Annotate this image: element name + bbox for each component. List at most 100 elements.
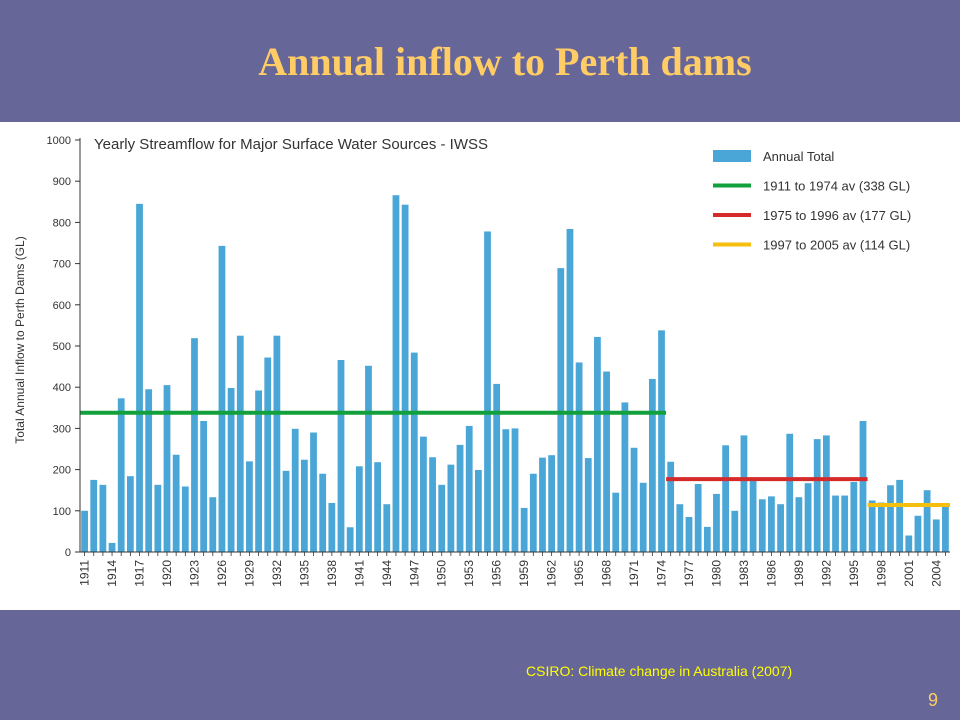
bar-1931	[264, 357, 272, 552]
x-tick-label-1926: 1926	[215, 560, 229, 587]
bar-1975	[667, 461, 675, 552]
x-tick-label-1932: 1932	[270, 560, 284, 587]
bar-1946	[401, 204, 409, 552]
bar-1971	[630, 447, 638, 552]
x-tick-label-1983: 1983	[737, 560, 751, 587]
bar-1978	[694, 484, 702, 552]
x-tick-label-1968: 1968	[600, 560, 614, 587]
x-tick-label-1923: 1923	[187, 560, 201, 587]
bar-1968	[603, 371, 610, 552]
bar-1990	[804, 483, 812, 552]
bar-1957	[502, 429, 510, 552]
bar-1960	[529, 473, 537, 552]
page-number: 9	[927, 690, 938, 710]
bar-1917	[136, 203, 143, 553]
bar-1939	[337, 360, 345, 552]
legend: Annual Total 1911 to 1974 av (338 GL) 1975…	[713, 149, 911, 253]
bar-1986	[768, 496, 775, 552]
bar-1953	[465, 425, 473, 552]
bar-1923	[191, 338, 198, 552]
bar-1958	[511, 428, 519, 552]
bar-1927	[227, 388, 235, 552]
bar-1916	[126, 476, 134, 552]
bar-1997	[868, 500, 876, 552]
x-tick-label-2004: 2004	[929, 560, 943, 587]
x-tick-label-1962: 1962	[545, 560, 559, 587]
x-tick-label-1950: 1950	[435, 560, 449, 587]
x-tick-label-1971: 1971	[627, 560, 641, 587]
y-tick-label-900: 900	[53, 176, 71, 188]
bar-1914	[108, 542, 116, 552]
legend-label-1997-2005: 1997 to 2005 av (114 GL)	[763, 238, 910, 253]
bar-1996	[859, 420, 867, 552]
chart-panel: 0 100 200 300 400 500 600 700 800 900 1000 1911 1914…	[0, 122, 960, 610]
source-citation: CSIRO: Climate change in Australia (2007…	[526, 663, 793, 679]
bar-1942	[365, 365, 372, 552]
bars-group	[81, 195, 949, 553]
x-tick-label-1998: 1998	[874, 560, 888, 587]
bar-1944	[383, 504, 391, 552]
bar-1911	[81, 510, 88, 552]
bar-1956	[493, 383, 501, 552]
bar-1983	[740, 435, 748, 552]
bar-1932	[273, 335, 281, 552]
bar-1938	[328, 502, 336, 552]
bar-1950	[438, 484, 446, 552]
bar-1984	[749, 477, 757, 552]
x-tick-label-1992: 1992	[819, 560, 833, 587]
bar-1981	[722, 445, 730, 552]
bar-2004	[932, 519, 940, 552]
bar-1959	[520, 507, 528, 552]
x-tick-label-1935: 1935	[297, 560, 311, 587]
y-tick-label-1000: 1000	[47, 135, 71, 147]
slide-title: Annual inflow to Perth dams	[258, 39, 752, 84]
bar-1993	[832, 495, 839, 552]
bar-1954	[474, 470, 482, 552]
bar-1970	[621, 402, 629, 552]
x-tick-label-1989: 1989	[792, 560, 806, 587]
bar-1967	[594, 336, 601, 552]
bar-1922	[181, 486, 189, 552]
bar-1918	[145, 389, 153, 552]
bar-1988	[786, 433, 794, 552]
bar-1963	[557, 268, 565, 552]
y-tick-label-700: 700	[53, 259, 71, 271]
bar-1945	[392, 195, 400, 552]
bar-1992	[822, 435, 830, 552]
bar-1913	[99, 484, 107, 552]
bar-1936	[310, 432, 317, 552]
x-tick-label-1911: 1911	[78, 560, 92, 586]
y-tick-label-200: 200	[53, 465, 71, 477]
y-tick-label-600: 600	[53, 300, 71, 312]
bar-1982	[731, 510, 739, 552]
bar-2003	[923, 490, 931, 552]
bar-1955	[484, 231, 491, 552]
bar-1999	[887, 485, 894, 552]
average-lines-group	[80, 410, 950, 508]
bar-1998	[877, 502, 885, 552]
bar-1926	[218, 245, 226, 552]
bar-1937	[319, 473, 327, 552]
legend-label-annual-total: Annual Total	[763, 149, 834, 164]
y-tick-label-0: 0	[65, 547, 71, 559]
x-tick-label-1959: 1959	[517, 560, 531, 587]
streamflow-chart: 0 100 200 300 400 500 600 700 800 900 1000 1911 1914…	[13, 135, 950, 587]
bar-1989	[795, 497, 803, 552]
bar-1995	[850, 481, 858, 552]
bar-1915	[117, 398, 125, 552]
bar-1948	[420, 436, 427, 552]
x-tick-label-1995: 1995	[847, 560, 861, 587]
x-tick-label-1953: 1953	[462, 560, 476, 587]
x-tick-label-2001: 2001	[902, 560, 916, 587]
bar-1991	[813, 439, 821, 552]
bar-1943	[374, 462, 382, 552]
bar-1964	[566, 228, 574, 552]
y-tick-label-800: 800	[53, 217, 71, 229]
x-tick-label-1917: 1917	[133, 560, 147, 587]
bar-1977	[685, 516, 693, 552]
y-axis-label: Total Annual Inflow to Perth Dams (GL)	[13, 236, 27, 443]
x-tick-label-1920: 1920	[160, 560, 174, 587]
x-tick-label-1986: 1986	[764, 560, 778, 587]
bar-1949	[429, 457, 436, 552]
bar-2000	[896, 479, 904, 552]
